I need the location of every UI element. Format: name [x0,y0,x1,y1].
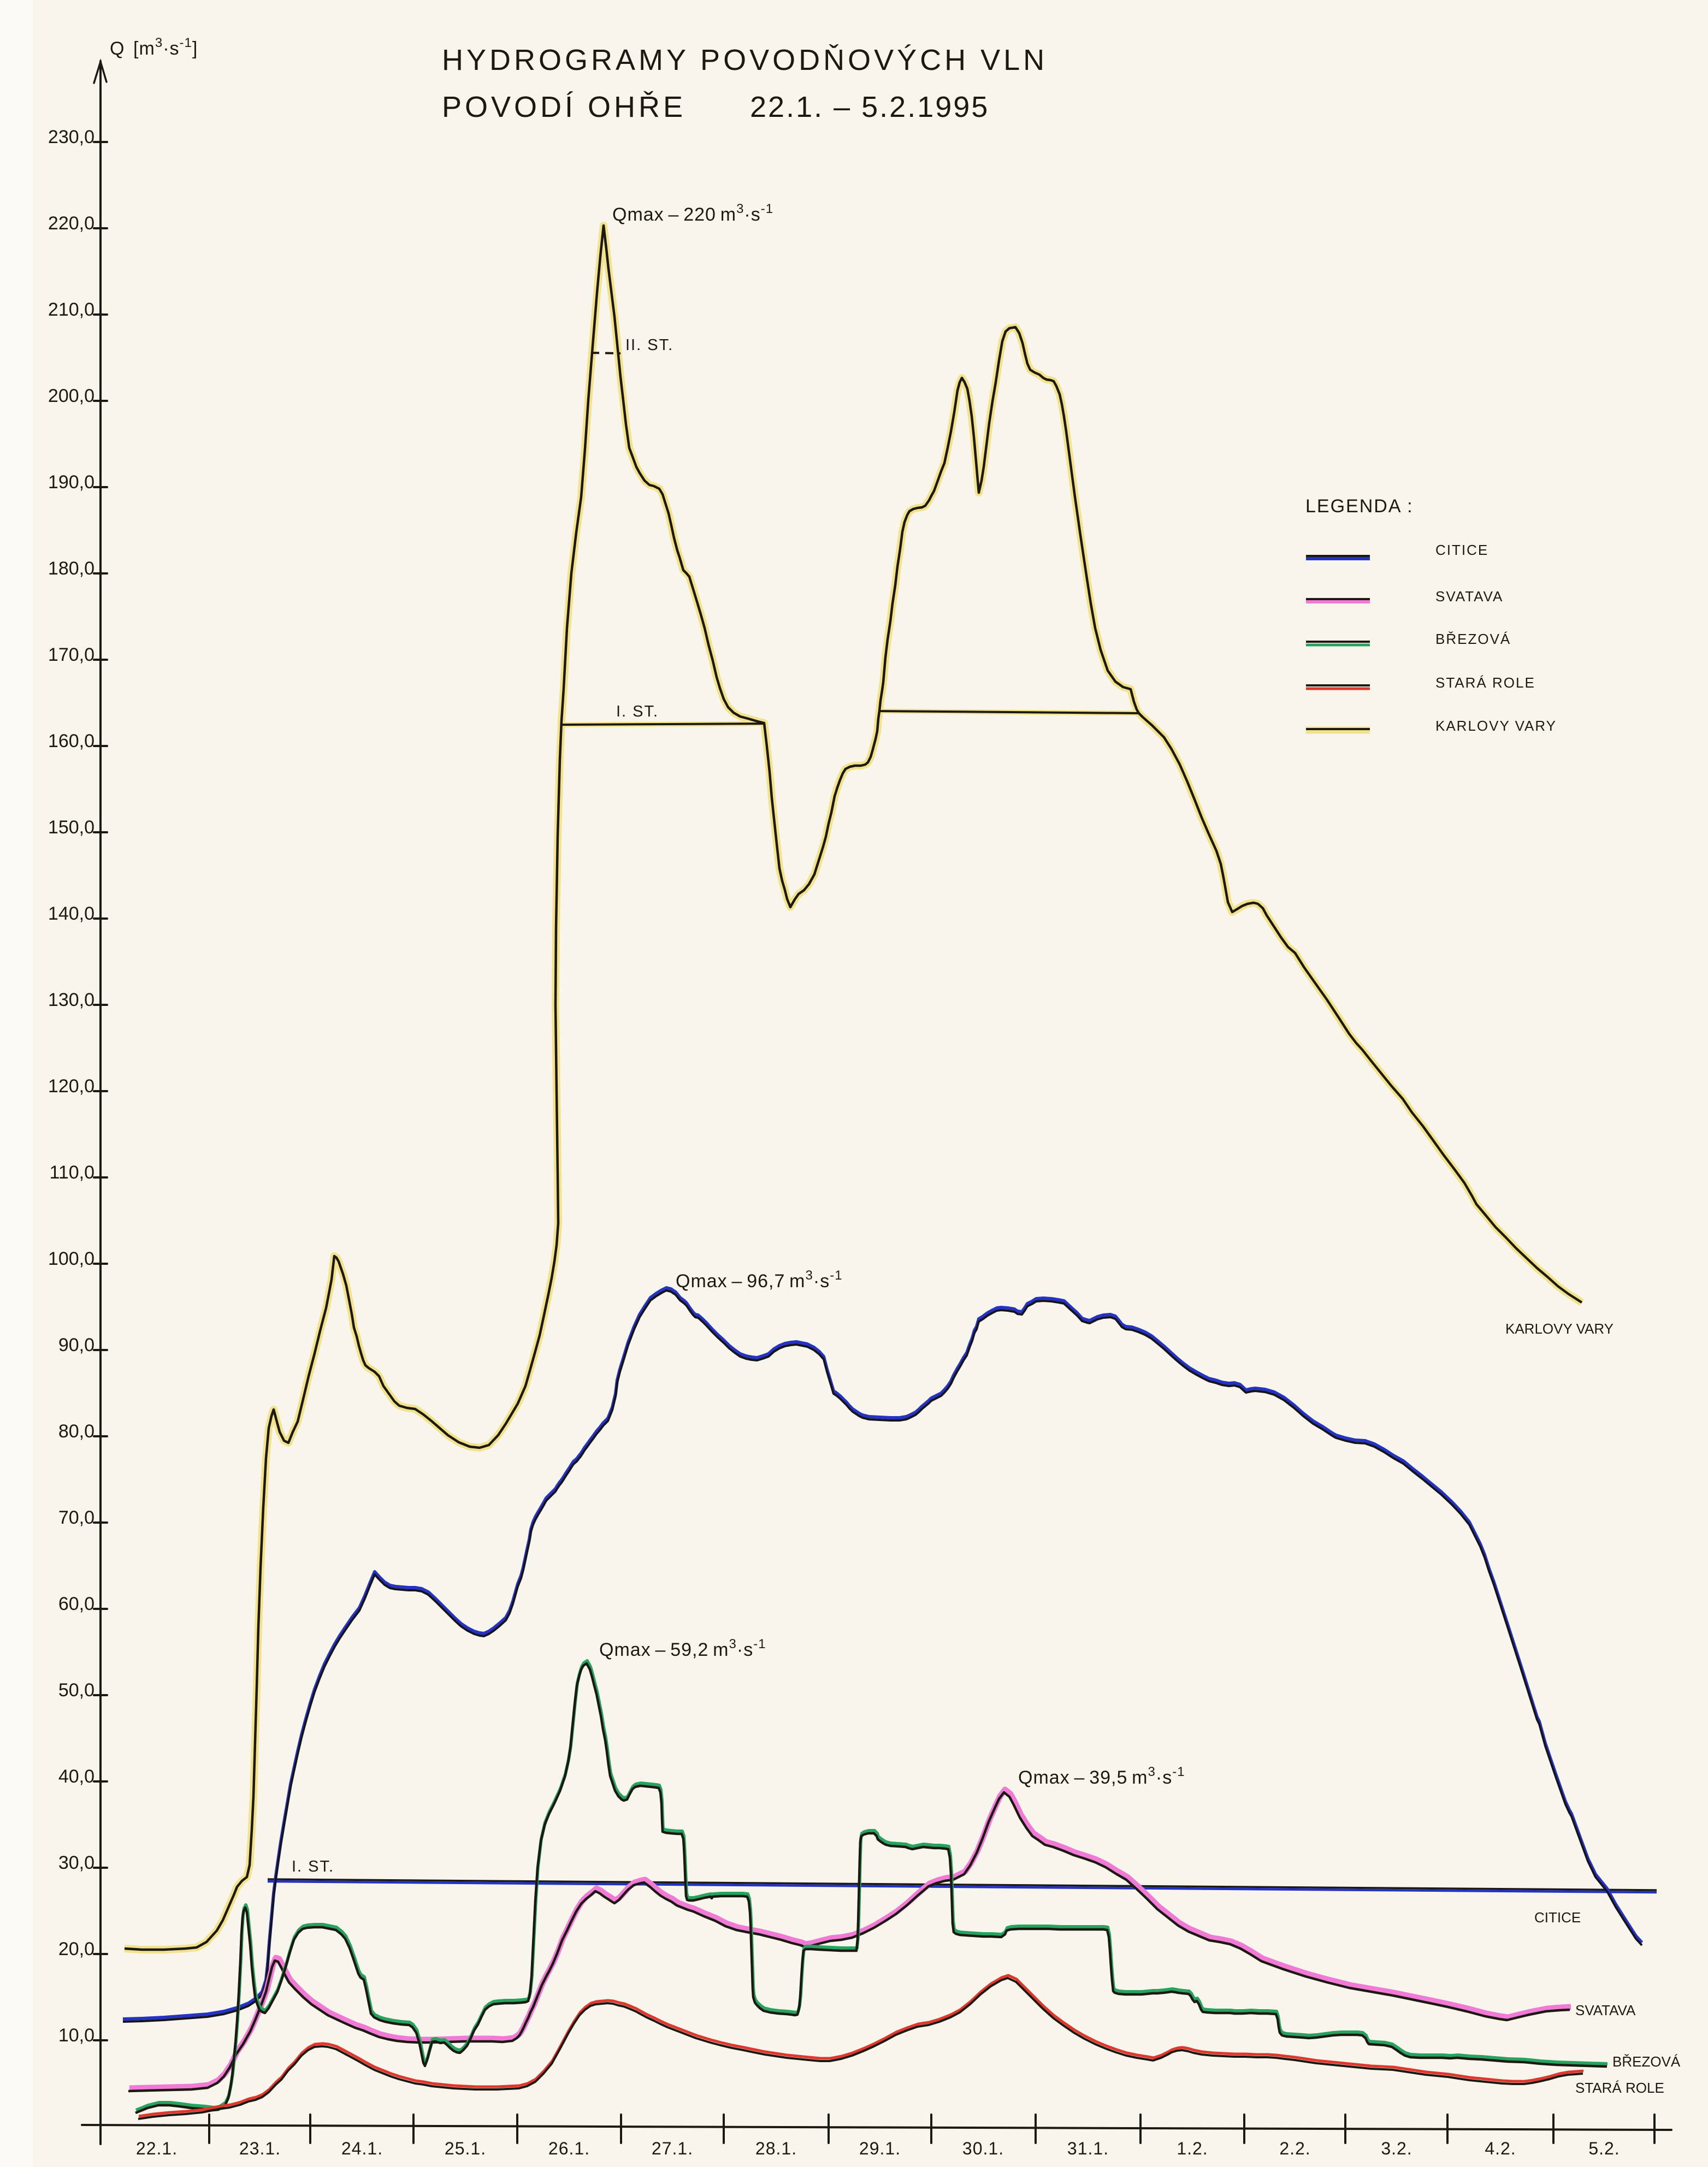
svg-text:31.1.: 31.1. [1067,2139,1109,2158]
svg-text:28.1.: 28.1. [755,2139,797,2158]
svg-text:60,0: 60,0 [58,1594,94,1614]
svg-text:40,0: 40,0 [58,1766,94,1787]
svg-text:30.1.: 30.1. [962,2139,1004,2158]
svg-text:STARÁ ROLE: STARÁ ROLE [1435,674,1535,691]
svg-text:210,0: 210,0 [48,299,94,320]
svg-text:5.2.: 5.2. [1588,2139,1620,2158]
svg-text:30,0: 30,0 [58,1852,94,1873]
svg-text:Q [m3·s-1]: Q [m3·s-1] [110,35,198,59]
svg-text:130,0: 130,0 [48,990,94,1010]
svg-text:10,0: 10,0 [58,2025,94,2046]
svg-text:Qmax – 59,2 m3·s-1: Qmax – 59,2 m3·s-1 [599,1637,766,1660]
svg-text:Qmax – 96,7 m3·s-1: Qmax – 96,7 m3·s-1 [676,1268,843,1292]
svg-text:I. ST.: I. ST. [616,703,659,720]
svg-text:29.1.: 29.1. [859,2139,901,2158]
svg-text:KARLOVY VARY: KARLOVY VARY [1505,1321,1614,1337]
svg-text:4.2.: 4.2. [1485,2139,1516,2158]
svg-text:CITICE: CITICE [1534,1909,1581,1926]
svg-text:KARLOVY VARY: KARLOVY VARY [1435,718,1557,734]
svg-text:22.1. – 5.2.1995: 22.1. – 5.2.1995 [750,91,989,123]
svg-text:190,0: 190,0 [48,472,94,493]
svg-text:230,0: 230,0 [48,127,94,147]
svg-text:Qmax – 220 m3·s-1: Qmax – 220 m3·s-1 [612,202,773,225]
svg-text:140,0: 140,0 [48,903,94,924]
svg-text:22.1.: 22.1. [136,2139,178,2158]
svg-text:BŘEZOVÁ: BŘEZOVÁ [1435,631,1511,647]
svg-text:25.1.: 25.1. [445,2139,486,2158]
svg-text:Qmax – 39,5 m3·s-1: Qmax – 39,5 m3·s-1 [1018,1765,1185,1788]
svg-text:SVATAVA: SVATAVA [1575,2002,1636,2018]
svg-text:90,0: 90,0 [58,1335,94,1355]
svg-text:2.2.: 2.2. [1279,2139,1310,2158]
svg-text:70,0: 70,0 [58,1507,94,1528]
svg-text:180,0: 180,0 [48,558,94,579]
svg-text:80,0: 80,0 [58,1421,94,1442]
svg-text:120,0: 120,0 [48,1076,94,1097]
svg-text:BŘEZOVÁ: BŘEZOVÁ [1612,2053,1681,2070]
svg-text:SVATAVA: SVATAVA [1435,588,1503,605]
svg-text:I. ST.: I. ST. [292,1858,334,1875]
svg-text:24.1.: 24.1. [341,2139,383,2158]
svg-text:220,0: 220,0 [48,213,94,234]
svg-text:23.1.: 23.1. [239,2139,281,2158]
svg-text:110,0: 110,0 [49,1162,94,1183]
svg-text:POVODÍ OHŘE: POVODÍ OHŘE [442,91,686,123]
svg-text:50,0: 50,0 [58,1680,94,1701]
svg-text:170,0: 170,0 [48,644,94,665]
svg-text:200,0: 200,0 [48,386,94,406]
svg-text:CITICE: CITICE [1435,542,1488,558]
svg-text:160,0: 160,0 [48,731,94,751]
svg-text:27.1.: 27.1. [652,2139,693,2158]
svg-text:1.2.: 1.2. [1177,2139,1208,2158]
svg-text:LEGENDA :: LEGENDA : [1305,496,1414,517]
svg-text:26.1.: 26.1. [548,2139,590,2158]
svg-text:150,0: 150,0 [48,817,94,838]
svg-text:3.2.: 3.2. [1381,2139,1412,2158]
svg-text:HYDROGRAMY POVODŇOVÝCH VLN: HYDROGRAMY POVODŇOVÝCH VLN [442,44,1048,76]
svg-text:20,0: 20,0 [58,1939,94,1959]
svg-text:100,0: 100,0 [48,1248,94,1269]
svg-text:STARÁ ROLE: STARÁ ROLE [1575,2080,1664,2096]
svg-text:II. ST.: II. ST. [625,336,673,354]
